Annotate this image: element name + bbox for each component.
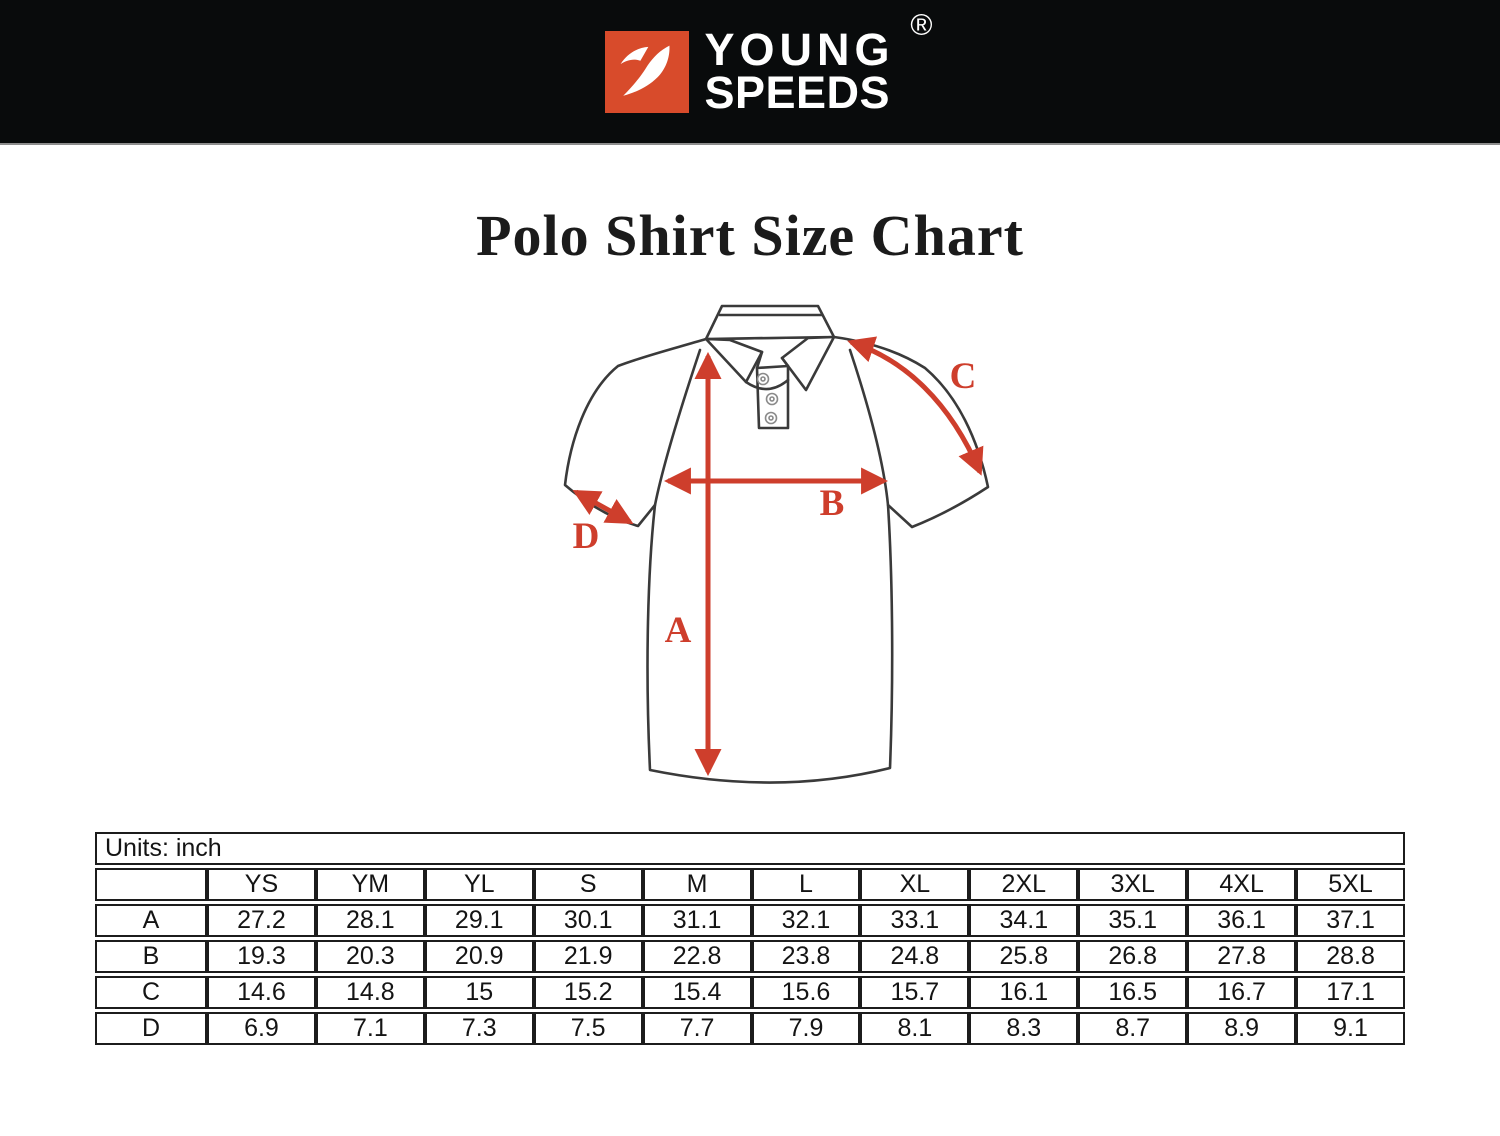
size-header: S [533, 868, 643, 901]
logo-wordmark: YOUNG SPEEDS ® [704, 10, 932, 118]
shirt-outline [563, 304, 990, 784]
value-cell: 15.6 [751, 976, 861, 1009]
brand-bar: YOUNG SPEEDS ® [0, 0, 1500, 145]
size-header: 5XL [1296, 868, 1405, 901]
size-chart-table: Units: inch YS YM YL S M L XL 2XL 3XL 4X… [95, 829, 1405, 1048]
measure-label-c: C [950, 356, 977, 397]
value-cell: 23.8 [751, 940, 861, 973]
arrow-c-shoulder-sleeve [847, 336, 984, 476]
size-header: L [751, 868, 861, 901]
value-cell: 7.5 [533, 1012, 643, 1045]
size-header: 2XL [969, 868, 1079, 901]
placket-buttons [756, 372, 779, 425]
value-cell: 27.8 [1187, 940, 1297, 973]
value-cell: 35.1 [1078, 904, 1188, 937]
size-header: YS [207, 868, 316, 901]
value-cell: 24.8 [860, 940, 970, 973]
value-cell: 28.1 [315, 904, 425, 937]
value-cell: 15.7 [860, 976, 970, 1009]
logo-word-young: YOUNG [704, 23, 895, 75]
value-cell: 6.9 [207, 1012, 316, 1045]
value-cell: 17.1 [1296, 976, 1405, 1009]
polo-shirt-drawing: A B C D [563, 304, 990, 784]
value-cell: 25.8 [969, 940, 1079, 973]
value-cell: 21.9 [533, 940, 643, 973]
row-label: C [95, 976, 207, 1009]
value-cell: 8.7 [1078, 1012, 1188, 1045]
value-cell: 15.4 [642, 976, 752, 1009]
size-header: 4XL [1187, 868, 1297, 901]
value-cell: 15.2 [533, 976, 643, 1009]
size-header: 3XL [1078, 868, 1188, 901]
value-cell: 7.3 [424, 1012, 534, 1045]
units-row: Units: inch [95, 832, 1405, 865]
young-speeds-logo-mark-icon [621, 45, 670, 96]
value-cell: 31.1 [642, 904, 752, 937]
value-cell: 15 [424, 976, 534, 1009]
row-label: D [95, 1012, 207, 1045]
logo-mark-box [605, 30, 690, 113]
young-speeds-logo: YOUNG SPEEDS ® [605, 10, 933, 118]
value-cell: 8.3 [969, 1012, 1079, 1045]
measure-label-d: D [573, 516, 600, 557]
logo-word-speeds: SPEEDS [704, 66, 891, 118]
value-cell: 19.3 [207, 940, 316, 973]
measurement-arrows [572, 336, 984, 777]
value-cell: 7.1 [315, 1012, 425, 1045]
size-header: XL [860, 868, 970, 901]
value-cell: 20.3 [315, 940, 425, 973]
value-cell: 26.8 [1078, 940, 1188, 973]
value-cell: 8.9 [1187, 1012, 1297, 1045]
size-header: YM [315, 868, 425, 901]
size-header: M [642, 868, 752, 901]
value-cell: 14.8 [315, 976, 425, 1009]
table-row-a: A 27.2 28.1 29.1 30.1 31.1 32.1 33.1 34.… [95, 904, 1405, 937]
table-row-b: B 19.3 20.3 20.9 21.9 22.8 23.8 24.8 25.… [95, 940, 1405, 973]
value-cell: 29.1 [424, 904, 534, 937]
value-cell: 7.9 [751, 1012, 861, 1045]
measure-label-a: A [665, 610, 692, 651]
value-cell: 28.8 [1296, 940, 1405, 973]
value-cell: 34.1 [969, 904, 1079, 937]
page-title: Polo Shirt Size Chart [476, 203, 1024, 268]
value-cell: 20.9 [424, 940, 534, 973]
value-cell: 37.1 [1296, 904, 1405, 937]
measure-label-b: B [820, 483, 845, 524]
value-cell: 33.1 [860, 904, 970, 937]
value-cell: 8.1 [860, 1012, 970, 1045]
value-cell: 16.1 [969, 976, 1079, 1009]
registered-trademark-icon: ® [910, 8, 933, 42]
units-label: Units: inch [95, 832, 1405, 865]
value-cell: 30.1 [533, 904, 643, 937]
value-cell: 16.7 [1187, 976, 1297, 1009]
value-cell: 22.8 [642, 940, 752, 973]
value-cell: 7.7 [642, 1012, 752, 1045]
row-label: A [95, 904, 207, 937]
value-cell: 27.2 [207, 904, 316, 937]
value-cell: 9.1 [1296, 1012, 1405, 1045]
row-label: B [95, 940, 207, 973]
corner-cell [95, 868, 207, 901]
value-cell: 16.5 [1078, 976, 1188, 1009]
polo-shirt-diagram: A B C D [520, 290, 1080, 820]
size-header: YL [424, 868, 534, 901]
arrow-d-sleeve-opening [572, 489, 634, 525]
table-row-d: D 6.9 7.1 7.3 7.5 7.7 7.9 8.1 8.3 8.7 8.… [95, 1012, 1405, 1045]
header-row: YS YM YL S M L XL 2XL 3XL 4XL 5XL [95, 868, 1405, 901]
table-row-c: C 14.6 14.8 15 15.2 15.4 15.6 15.7 16.1 … [95, 976, 1405, 1009]
value-cell: 32.1 [751, 904, 861, 937]
value-cell: 14.6 [207, 976, 316, 1009]
value-cell: 36.1 [1187, 904, 1297, 937]
